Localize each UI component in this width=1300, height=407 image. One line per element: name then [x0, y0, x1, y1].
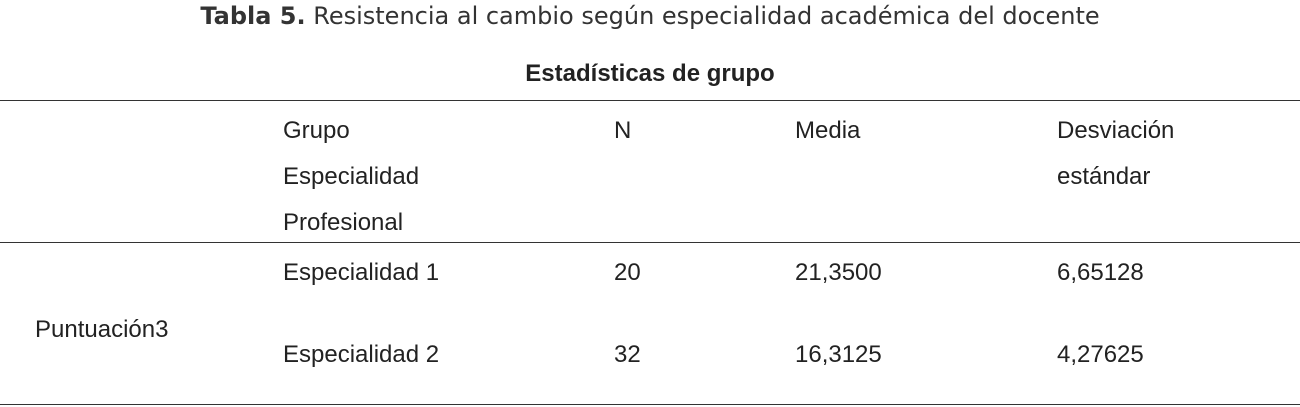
title: Tabla 5. Resistencia al cambio según esp… — [0, 0, 1300, 32]
cell: 6,65128 — [1057, 259, 1144, 286]
column-header: Desviación — [1057, 117, 1175, 144]
column-header: N — [614, 117, 632, 144]
cell: 4,27625 — [1057, 341, 1144, 368]
cell: Especialidad 1 — [283, 259, 440, 286]
cell: 20 — [614, 259, 641, 286]
table-label: Tabla 5. — [200, 2, 306, 30]
cell: 16,3125 — [795, 341, 882, 368]
cell: 21,3500 — [795, 259, 882, 286]
table-title: Resistencia al cambio según especialidad… — [313, 2, 1100, 30]
column-header: Profesional — [283, 209, 404, 236]
rule — [0, 100, 1300, 101]
column-header: Grupo — [283, 117, 350, 144]
row-label: Puntuación3 — [35, 316, 169, 343]
column-header: estándar — [1057, 163, 1151, 190]
column-header: Especialidad — [283, 163, 420, 190]
cell: Especialidad 2 — [283, 341, 440, 368]
rule — [0, 404, 1300, 405]
column-header: Media — [795, 117, 861, 144]
caption: Estadísticas de grupo — [525, 60, 775, 87]
cell: 32 — [614, 341, 641, 368]
rule — [0, 242, 1300, 243]
